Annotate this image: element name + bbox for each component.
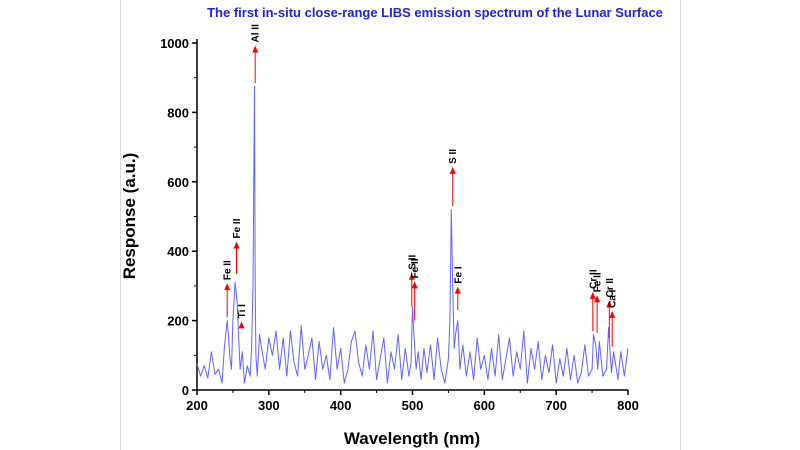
peak-annotation: Cr II <box>588 269 599 332</box>
spectrum-line <box>196 85 629 384</box>
peak-arrow-head <box>224 283 231 291</box>
y-tick-label: 800 <box>167 105 189 120</box>
peak-label: Fe II <box>410 258 421 278</box>
peak-arrow-head <box>609 310 616 318</box>
peak-arrow-head <box>606 300 613 308</box>
peak-annotation: S II <box>407 255 418 307</box>
peak-label: Ti I <box>237 304 248 318</box>
y-axis-title: Response (a.u.) <box>120 153 139 280</box>
peak-arrow-head <box>449 166 456 174</box>
x-axis-title: Wavelength (nm) <box>344 429 480 448</box>
peak-arrow-head <box>238 321 245 329</box>
peak-annotation: Al II <box>251 24 262 83</box>
y-tick-label: 0 <box>182 383 189 398</box>
peak-arrow-head <box>411 281 418 289</box>
peak-annotation: Cr II <box>605 278 616 338</box>
x-tick-label: 800 <box>617 398 639 413</box>
right-margin-divider <box>680 0 681 450</box>
peak-annotation: Fe II <box>593 272 604 333</box>
x-tick-label: 500 <box>402 398 424 413</box>
peak-label: Fe II <box>223 260 234 280</box>
peak-label: S II <box>407 255 418 270</box>
peak-arrow-head <box>252 45 259 53</box>
x-tick-label: 700 <box>545 398 567 413</box>
peak-annotation: Fe II <box>232 218 243 274</box>
peak-annotation: S II <box>448 149 459 207</box>
peak-arrow-head <box>233 241 240 249</box>
y-tick-label: 400 <box>167 244 189 259</box>
peak-label: Fe II <box>593 272 604 292</box>
peak-arrow-head <box>589 291 596 299</box>
peak-label: S II <box>448 149 459 164</box>
left-margin-divider <box>120 0 121 450</box>
peak-arrow-head <box>594 295 601 303</box>
x-tick-label: 600 <box>473 398 495 413</box>
peak-label: Ca I <box>608 289 619 308</box>
chart-title: The first in-situ close-range LIBS emiss… <box>207 5 663 20</box>
peak-label: Fe II <box>232 218 243 238</box>
x-tick-label: 400 <box>330 398 352 413</box>
peak-label: Fe I <box>453 266 464 283</box>
x-tick-label: 300 <box>258 398 280 413</box>
peak-arrow-head <box>454 286 461 294</box>
peak-arrow-head <box>408 272 415 280</box>
peak-annotation: Fe I <box>453 266 464 311</box>
y-tick-label: 600 <box>167 175 189 190</box>
peak-label: Cr II <box>605 278 616 298</box>
peak-annotation: Ca I <box>608 289 619 347</box>
peak-annotation: Ti I <box>237 304 248 329</box>
peak-label: Al II <box>251 24 262 43</box>
peak-annotation: Fe II <box>410 258 421 321</box>
peak-label: Cr II <box>588 269 599 289</box>
x-tick-label: 200 <box>186 398 208 413</box>
peak-annotation: Fe II <box>223 260 234 318</box>
y-tick-label: 200 <box>167 314 189 329</box>
y-tick-label: 1000 <box>160 36 189 51</box>
